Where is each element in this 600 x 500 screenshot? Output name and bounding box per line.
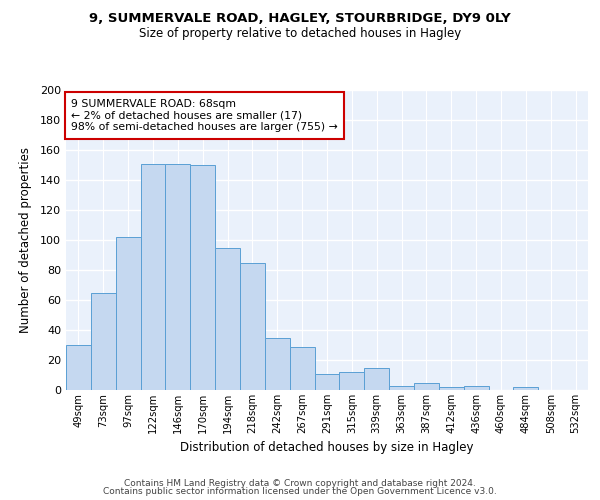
Bar bbox=[439, 387, 464, 390]
Text: Size of property relative to detached houses in Hagley: Size of property relative to detached ho… bbox=[139, 28, 461, 40]
Bar bbox=[314, 374, 340, 390]
Bar bbox=[364, 368, 389, 390]
Bar bbox=[91, 292, 116, 390]
Bar bbox=[140, 164, 166, 390]
Bar bbox=[190, 165, 215, 390]
Text: 9 SUMMERVALE ROAD: 68sqm
← 2% of detached houses are smaller (17)
98% of semi-de: 9 SUMMERVALE ROAD: 68sqm ← 2% of detache… bbox=[71, 99, 338, 132]
Bar bbox=[66, 345, 91, 390]
Text: 9, SUMMERVALE ROAD, HAGLEY, STOURBRIDGE, DY9 0LY: 9, SUMMERVALE ROAD, HAGLEY, STOURBRIDGE,… bbox=[89, 12, 511, 26]
Text: Contains public sector information licensed under the Open Government Licence v3: Contains public sector information licen… bbox=[103, 487, 497, 496]
Bar bbox=[215, 248, 240, 390]
Bar bbox=[290, 346, 314, 390]
Bar bbox=[414, 382, 439, 390]
Bar bbox=[116, 237, 140, 390]
X-axis label: Distribution of detached houses by size in Hagley: Distribution of detached houses by size … bbox=[180, 442, 474, 454]
Bar bbox=[464, 386, 488, 390]
Bar bbox=[240, 262, 265, 390]
Bar bbox=[265, 338, 290, 390]
Text: Contains HM Land Registry data © Crown copyright and database right 2024.: Contains HM Land Registry data © Crown c… bbox=[124, 478, 476, 488]
Bar bbox=[166, 164, 190, 390]
Bar bbox=[340, 372, 364, 390]
Bar bbox=[389, 386, 414, 390]
Bar bbox=[514, 387, 538, 390]
Y-axis label: Number of detached properties: Number of detached properties bbox=[19, 147, 32, 333]
